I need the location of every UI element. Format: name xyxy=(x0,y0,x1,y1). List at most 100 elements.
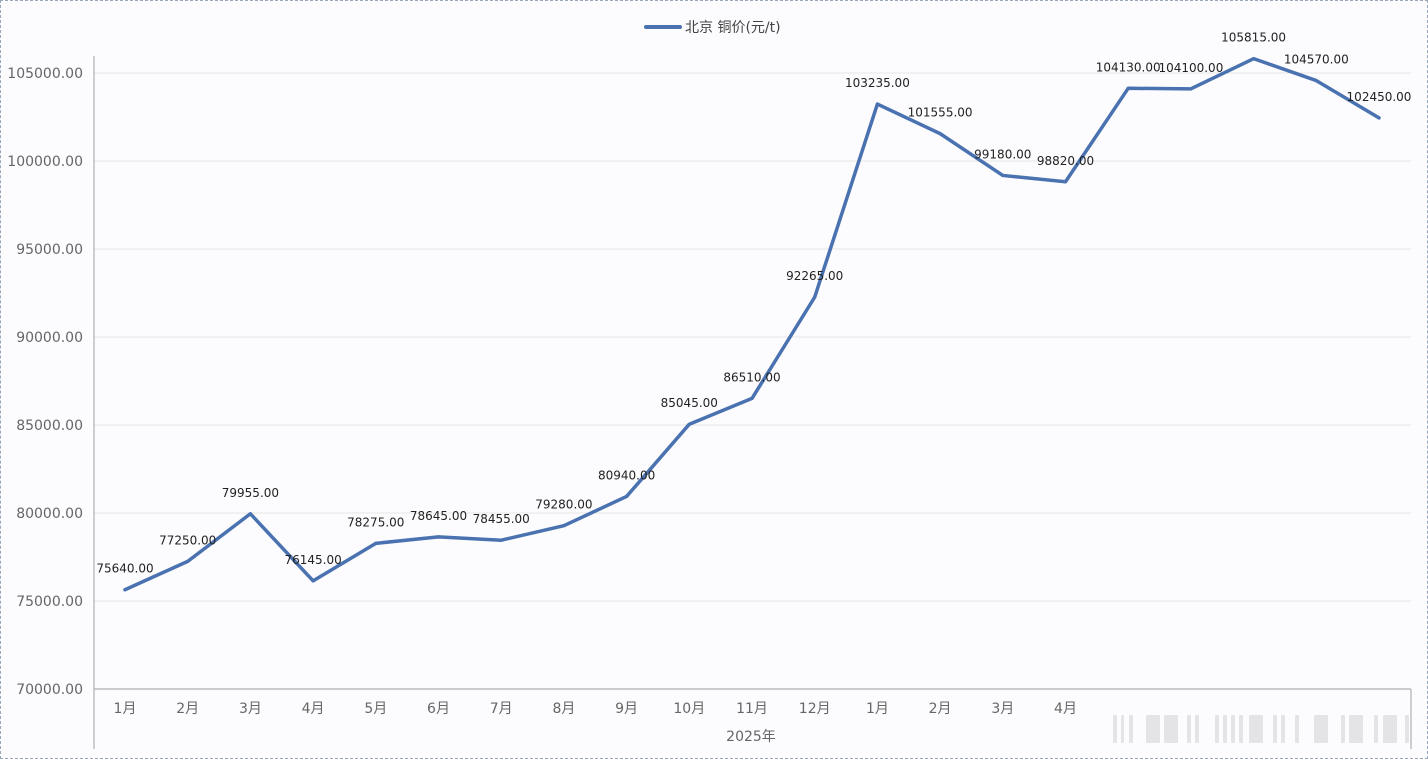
data-point[interactable] xyxy=(499,538,503,542)
x-tick-label: 11月 xyxy=(736,701,768,717)
x-tick-label: 10月 xyxy=(673,701,705,717)
data-point[interactable] xyxy=(625,494,629,499)
data-point[interactable] xyxy=(1126,86,1130,90)
data-point[interactable] xyxy=(813,295,817,299)
watermark-bar xyxy=(1314,715,1328,743)
data-label: 79280.00 xyxy=(535,498,592,512)
y-tick-label: 70000.00 xyxy=(16,682,83,698)
data-point[interactable] xyxy=(248,512,252,516)
x-tick-label: 9月 xyxy=(615,701,638,717)
watermark-bars xyxy=(1113,715,1409,743)
x-axis-ticks: 1月 2月 3月 4月 5月 6月 7月 8月 9月 10月 11月 12月 1月 2月 3月 4月 2025年 xyxy=(114,701,1077,745)
data-label: 105815.00 xyxy=(1221,31,1286,45)
watermark-bar xyxy=(1187,715,1191,743)
y-tick-label: 95000.00 xyxy=(16,242,83,258)
x-tick-label: 4月 xyxy=(1054,701,1077,717)
x-tick-label: 1月 xyxy=(866,701,889,717)
watermark-bar xyxy=(1231,715,1235,743)
gridlines xyxy=(94,72,1411,602)
data-label: 92265.00 xyxy=(786,269,843,283)
data-point[interactable] xyxy=(1063,180,1068,184)
watermark-bar xyxy=(1129,715,1133,743)
watermark-bar xyxy=(1349,715,1363,743)
data-label: 75640.00 xyxy=(96,562,153,576)
axes xyxy=(93,56,1412,749)
series-line[interactable] xyxy=(123,56,1381,592)
data-label: 104100.00 xyxy=(1158,61,1223,75)
y-tick-label: 80000.00 xyxy=(16,506,83,522)
data-label: 76145.00 xyxy=(284,553,341,567)
data-label: 101555.00 xyxy=(908,106,973,120)
data-point[interactable] xyxy=(1314,78,1318,83)
x-tick-label: 12月 xyxy=(799,701,831,717)
data-point[interactable] xyxy=(123,588,127,592)
y-tick-label: 85000.00 xyxy=(16,418,83,434)
data-label: 103235.00 xyxy=(845,76,910,90)
watermark-bar xyxy=(1295,715,1299,743)
data-label: 79955.00 xyxy=(222,486,279,500)
watermark-bar xyxy=(1215,715,1219,743)
data-point[interactable] xyxy=(1001,173,1005,178)
data-point[interactable] xyxy=(687,422,691,426)
watermark-bar xyxy=(1195,715,1199,743)
data-label: 85045.00 xyxy=(661,396,718,410)
data-labels: 75640.00 77250.00 79955.00 76145.00 78275.00… xyxy=(96,31,1411,576)
x-tick-label: 7月 xyxy=(490,701,513,717)
x-tick-label: 2月 xyxy=(929,701,952,717)
watermark-bar xyxy=(1164,715,1178,743)
data-label: 80940.00 xyxy=(598,468,655,482)
watermark-bar xyxy=(1121,715,1124,743)
x-tick-label: 8月 xyxy=(552,701,575,717)
series-lines xyxy=(123,56,1381,592)
data-point[interactable] xyxy=(436,535,441,539)
y-tick-label: 75000.00 xyxy=(16,594,83,610)
data-label: 78455.00 xyxy=(473,512,530,526)
x-tick-label: 3月 xyxy=(239,701,262,717)
watermark-bar xyxy=(1341,715,1345,743)
y-axis-ticks: 70000.00 75000.00 80000.00 85000.00 90000.00… xyxy=(7,66,83,698)
watermark-bar xyxy=(1239,715,1243,743)
y-tick-label: 105000.00 xyxy=(7,66,83,82)
data-label: 104130.00 xyxy=(1096,60,1161,74)
x-group-label: 2025年 xyxy=(726,729,776,745)
data-point[interactable] xyxy=(1377,116,1381,120)
data-point[interactable] xyxy=(875,102,880,106)
x-tick-label: 3月 xyxy=(991,701,1014,717)
x-tick-label: 1月 xyxy=(114,701,137,717)
watermark-bar xyxy=(1113,715,1117,743)
watermark-bar xyxy=(1273,715,1277,743)
data-label: 104570.00 xyxy=(1284,53,1349,67)
data-point[interactable] xyxy=(1189,87,1193,91)
data-label: 86510.00 xyxy=(723,370,780,384)
watermark-bar xyxy=(1223,715,1227,743)
x-tick-label: 2月 xyxy=(176,701,199,717)
data-point[interactable] xyxy=(311,579,315,583)
data-point[interactable] xyxy=(938,132,942,136)
data-point[interactable] xyxy=(374,541,378,545)
data-label: 98820.00 xyxy=(1037,154,1094,168)
x-tick-label: 5月 xyxy=(364,701,387,717)
watermark-bar xyxy=(1146,715,1160,743)
watermark-bar xyxy=(1405,715,1409,743)
y-tick-label: 90000.00 xyxy=(16,330,83,346)
data-label: 78645.00 xyxy=(410,509,467,523)
data-label: 99180.00 xyxy=(974,147,1031,161)
data-point[interactable] xyxy=(186,559,190,564)
data-point[interactable] xyxy=(562,524,566,528)
watermark-bar xyxy=(1249,715,1263,743)
data-point[interactable] xyxy=(1252,57,1256,61)
legend[interactable]: 北京 铜价(元/t) xyxy=(644,20,781,36)
data-label: 102450.00 xyxy=(1347,90,1412,104)
x-tick-label: 4月 xyxy=(302,701,325,717)
y-tick-label: 100000.00 xyxy=(7,154,83,170)
watermark-bar xyxy=(1281,715,1285,743)
x-tick-label: 6月 xyxy=(427,701,450,717)
legend-label: 北京 铜价(元/t) xyxy=(685,20,781,36)
data-label: 78275.00 xyxy=(347,515,404,529)
watermark-bar xyxy=(1374,715,1378,743)
data-point[interactable] xyxy=(750,396,754,401)
data-label: 77250.00 xyxy=(159,533,216,547)
watermark-bar xyxy=(1383,715,1397,743)
